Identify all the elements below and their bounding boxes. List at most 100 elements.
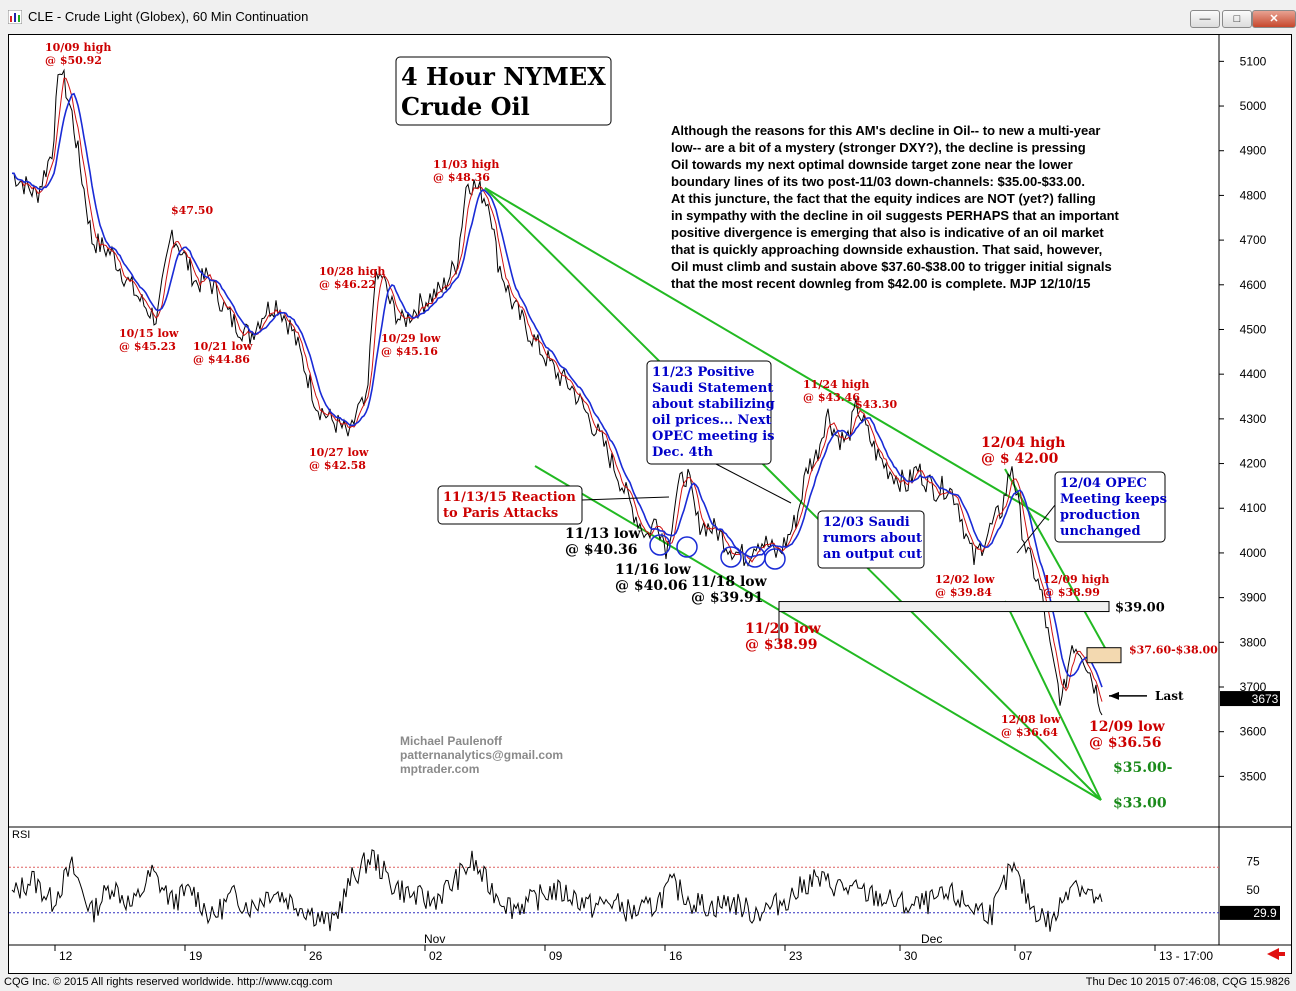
y-tick-label: 4600 — [1240, 278, 1267, 292]
ma-blue-line — [12, 92, 1103, 688]
month-label: Dec — [921, 932, 942, 946]
close-button[interactable]: ✕ — [1252, 10, 1296, 28]
commentary-line: in sympathy with the decline in oil sugg… — [671, 208, 1120, 223]
annotation-a1204: 12/04 high — [981, 435, 1065, 451]
resistance-zone — [1086, 647, 1122, 664]
signature-line: mptrader.com — [400, 762, 479, 776]
callout-text-opec1204: Meeting keeps — [1060, 492, 1167, 507]
channel-line — [1004, 600, 1102, 801]
x-tick-label: 30 — [904, 949, 918, 963]
low-marker — [649, 534, 671, 556]
callout-text-saudi1203: rumors about — [823, 531, 922, 546]
resistance-zone-label: $37.60-$38.00 — [1129, 644, 1218, 657]
annotation-a1124: 11/24 high — [803, 378, 869, 391]
channel-line — [534, 465, 1102, 801]
annotation-a1009: 10/09 high — [45, 41, 111, 54]
annotation-a1208: @ $36.64 — [1001, 726, 1058, 739]
last-value-label: 3673 — [1252, 692, 1279, 706]
annotation-a1009: @ $50.92 — [45, 54, 102, 67]
annotation-a1202: 12/02 low — [935, 573, 995, 586]
callout-saudi1123 — [646, 360, 772, 465]
annotation-a1204: @ $ 42.00 — [981, 451, 1059, 467]
annotation-a1124: @ $43.46 — [803, 391, 860, 404]
minimize-button[interactable]: — — [1190, 10, 1220, 28]
y-tick-label: 5000 — [1240, 99, 1267, 113]
level-39-label: $39.00 — [1115, 601, 1165, 616]
x-tick-label: 07 — [1019, 949, 1033, 963]
y-tick-label: 4400 — [1240, 367, 1267, 381]
signature-line: Michael Paulenoff — [400, 734, 503, 748]
commentary-line: Oil must climb and sustain above $37.60-… — [671, 259, 1112, 274]
price-chart[interactable]: $39.00 $37.60-$38.00 $35.00- $33.00 Last 510… — [9, 35, 1291, 973]
callout-text-saudi1123: 11/23 Positive — [652, 365, 755, 380]
channel-line — [484, 187, 1102, 801]
y-tick-label: 4200 — [1240, 457, 1267, 471]
x-tick-label: 16 — [669, 949, 683, 963]
x-tick-label: 23 — [789, 949, 803, 963]
callout-paris — [437, 485, 583, 525]
callout-text-saudi1123: OPEC meeting is — [652, 429, 774, 444]
title-bar[interactable]: CLE - Crude Light (Globex), 60 Min Conti… — [0, 0, 1296, 34]
annotation-a1120: 11/20 low — [745, 621, 822, 637]
level-layer: $39.00 $37.60-$38.00 $35.00- $33.00 Last — [778, 601, 1218, 812]
last-label: Last — [1155, 689, 1184, 703]
y-tick-label: 4900 — [1240, 144, 1267, 158]
annotation-a1118: 11/18 low — [691, 574, 768, 590]
y-tick-label: 4000 — [1240, 546, 1267, 560]
y-tick-label: 3500 — [1240, 769, 1267, 783]
callout-text-opec1204: unchanged — [1060, 524, 1141, 539]
y-tick-label: 4800 — [1240, 188, 1267, 202]
y-axis: 5100 5000 4900 4800 4700 4600 4500 4400 4300 4200… — [1219, 54, 1280, 783]
callout-text-saudi1123: oil prices... Next — [652, 413, 771, 428]
callout-text-saudi1123: Dec. 4th — [652, 445, 714, 460]
annotation-a1202: @ $39.84 — [935, 586, 992, 599]
window-title: CLE - Crude Light (Globex), 60 Min Conti… — [28, 9, 309, 24]
y-tick-label: 3600 — [1240, 725, 1267, 739]
annotation-a1027: 10/27 low — [309, 446, 369, 459]
commentary-line: low-- are a bit of a mystery (stronger D… — [671, 140, 1086, 155]
annotation-a1113: 11/13 low — [565, 526, 642, 542]
x-tick-label: 13 - 17:00 — [1159, 949, 1213, 963]
restore-button[interactable]: □ — [1222, 10, 1252, 28]
chart-title-line-1: 4 Hour NYMEX — [401, 62, 606, 91]
commentary-line: Although the reasons for this AM's decli… — [671, 123, 1101, 138]
y-tick-label: 3900 — [1240, 591, 1267, 605]
callout-text-opec1204: 12/04 OPEC — [1060, 476, 1147, 491]
annotation-a1103: 11/03 high — [433, 158, 499, 171]
annotation-a1209l: @ $36.56 — [1089, 735, 1161, 751]
low-marker — [676, 536, 698, 558]
commentary-line: Oil towards my next optimal downside tar… — [671, 157, 1073, 172]
timestamp-text: Thu Dec 10 2015 07:46:08, CQG 15.9826 — [1085, 976, 1290, 988]
target-35-label: $35.00- — [1113, 760, 1173, 776]
copyright-text: CQG Inc. © 2015 All rights reserved worl… — [4, 976, 333, 988]
rsi-line — [11, 849, 1103, 932]
annotation-a1116: @ $40.06 — [615, 578, 687, 594]
annotation-a4330: $43.30 — [855, 398, 897, 411]
annotation-a4750: $47.50 — [171, 204, 213, 217]
y-tick-label: 3700 — [1240, 680, 1267, 694]
x-tick-label: 19 — [189, 949, 203, 963]
callout-text-paris: 11/13/15 Reaction — [443, 490, 576, 505]
commentary-line: boundary lines of its two post-11/03 dow… — [671, 174, 1085, 189]
target-33-label: $33.00 — [1113, 796, 1167, 812]
price-line — [11, 68, 1103, 716]
callout-text-opec1204: production — [1060, 508, 1141, 523]
scroll-arrow-icon[interactable] — [1267, 948, 1279, 960]
title-box — [395, 56, 612, 126]
chart-area[interactable]: $39.00 $37.60-$38.00 $35.00- $33.00 Last 510… — [8, 34, 1292, 974]
ma-red-line — [12, 77, 1103, 702]
x-axis: 12 19 26 02 09 16 23 30 07 13 - 17:00 Nov Dec — [54, 932, 1285, 963]
chart-title-line-2: Crude Oil — [401, 92, 530, 121]
grid-layer — [9, 35, 1291, 946]
callout-text-saudi1123: about stabilizing — [652, 397, 775, 412]
annotation-a1209h: @ $38.99 — [1043, 586, 1100, 599]
low-marker — [720, 546, 742, 568]
callout-text-saudi1123: Saudi Statement — [652, 381, 773, 396]
annotation-a1209h: 12/09 high — [1043, 573, 1109, 586]
y-tick-label: 5100 — [1240, 54, 1267, 68]
channel-line — [1004, 468, 1110, 656]
rsi-last-box — [1220, 905, 1280, 920]
y-tick-label: 4300 — [1240, 412, 1267, 426]
signature-line: patternanalytics@gmail.com — [400, 748, 563, 762]
